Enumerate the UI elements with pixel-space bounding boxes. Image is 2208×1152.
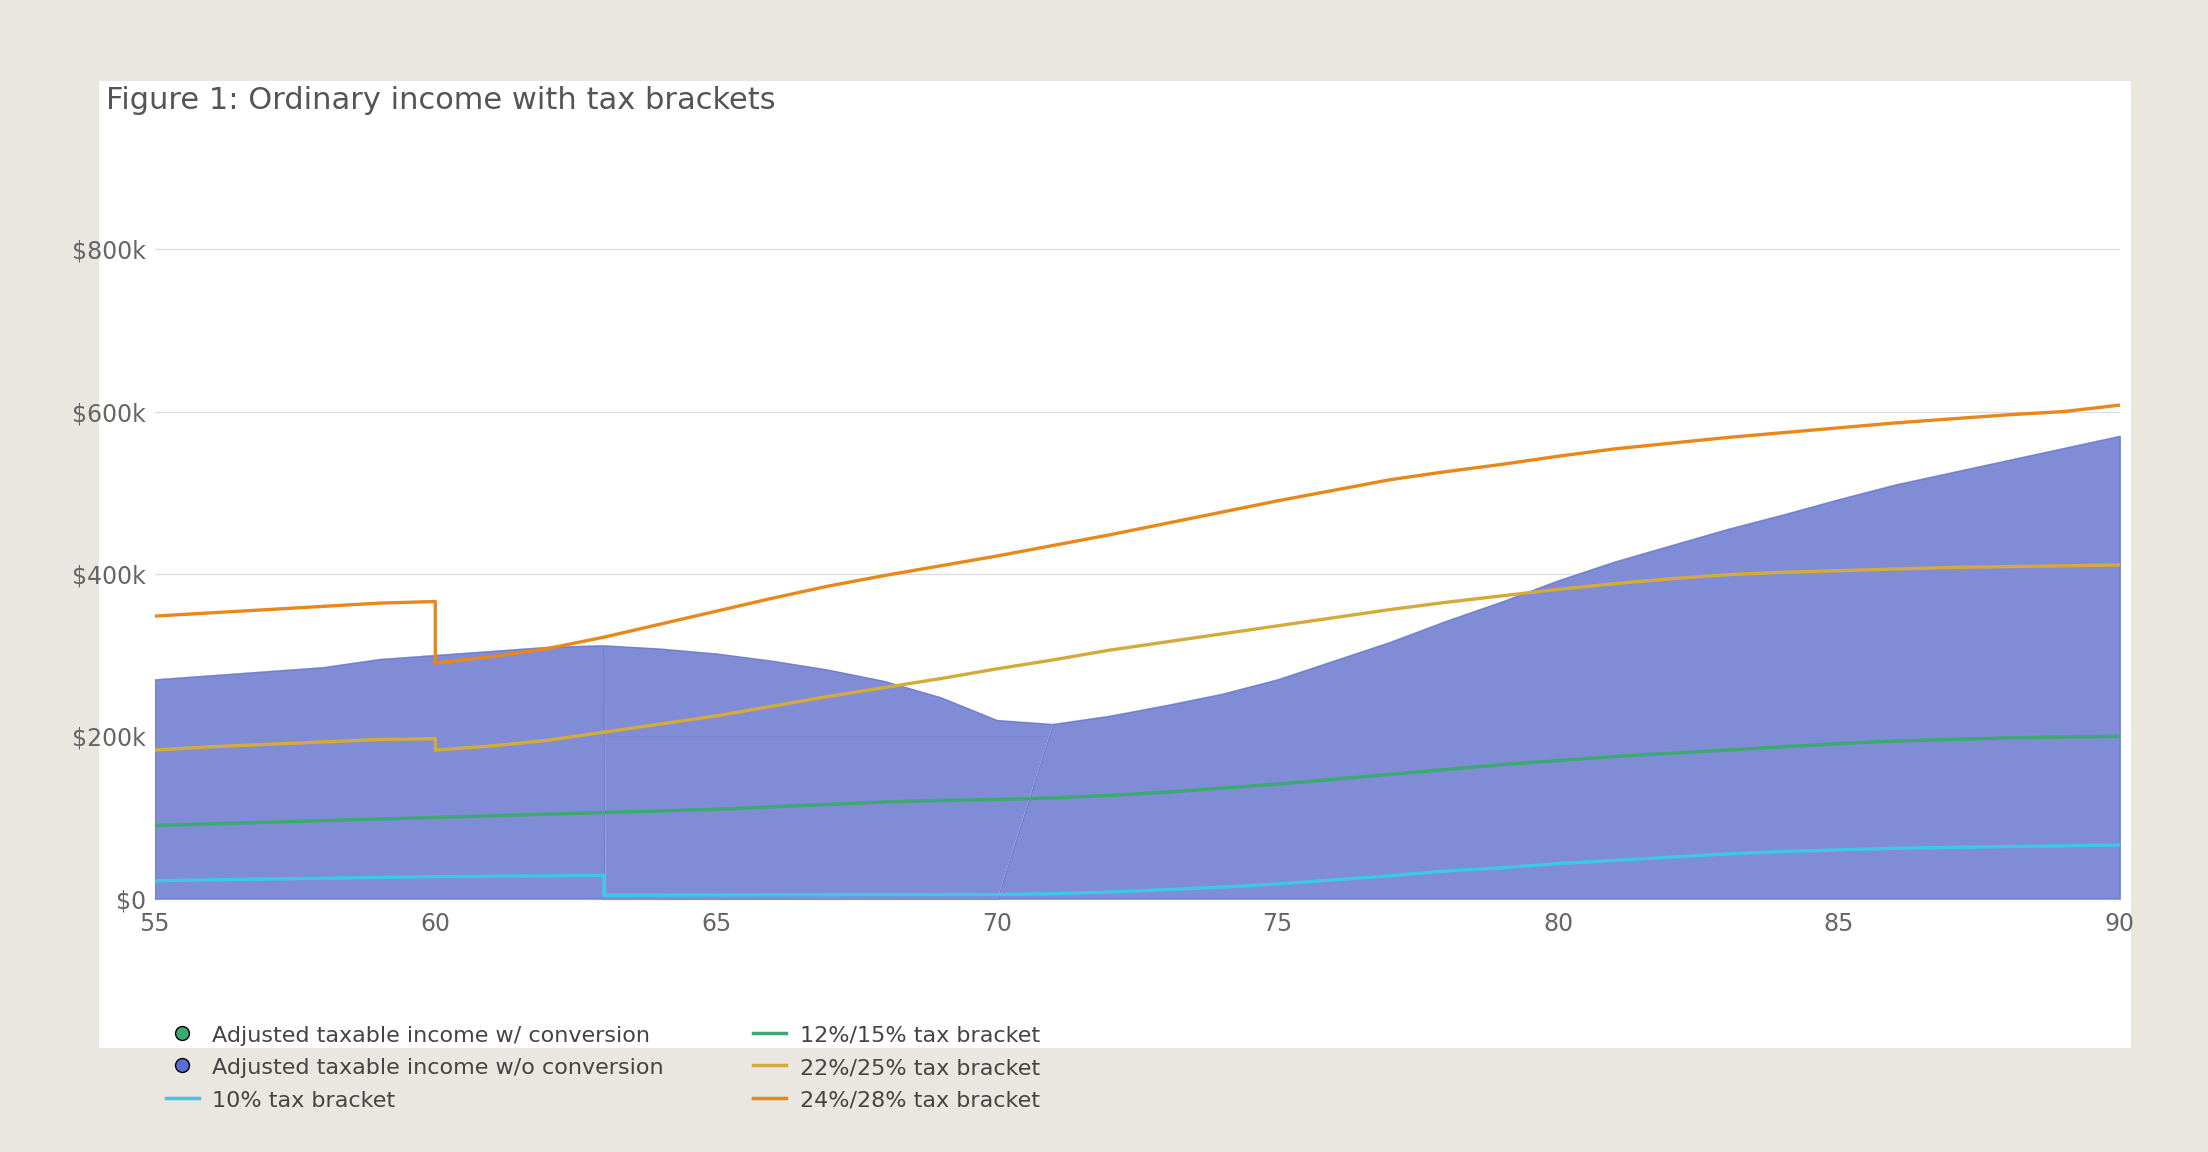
Text: Figure 1: Ordinary income with tax brackets: Figure 1: Ordinary income with tax brack… (106, 86, 775, 115)
Legend: Adjusted taxable income w/ conversion, Adjusted taxable income w/o conversion, 1: Adjusted taxable income w/ conversion, A… (166, 1024, 1040, 1111)
